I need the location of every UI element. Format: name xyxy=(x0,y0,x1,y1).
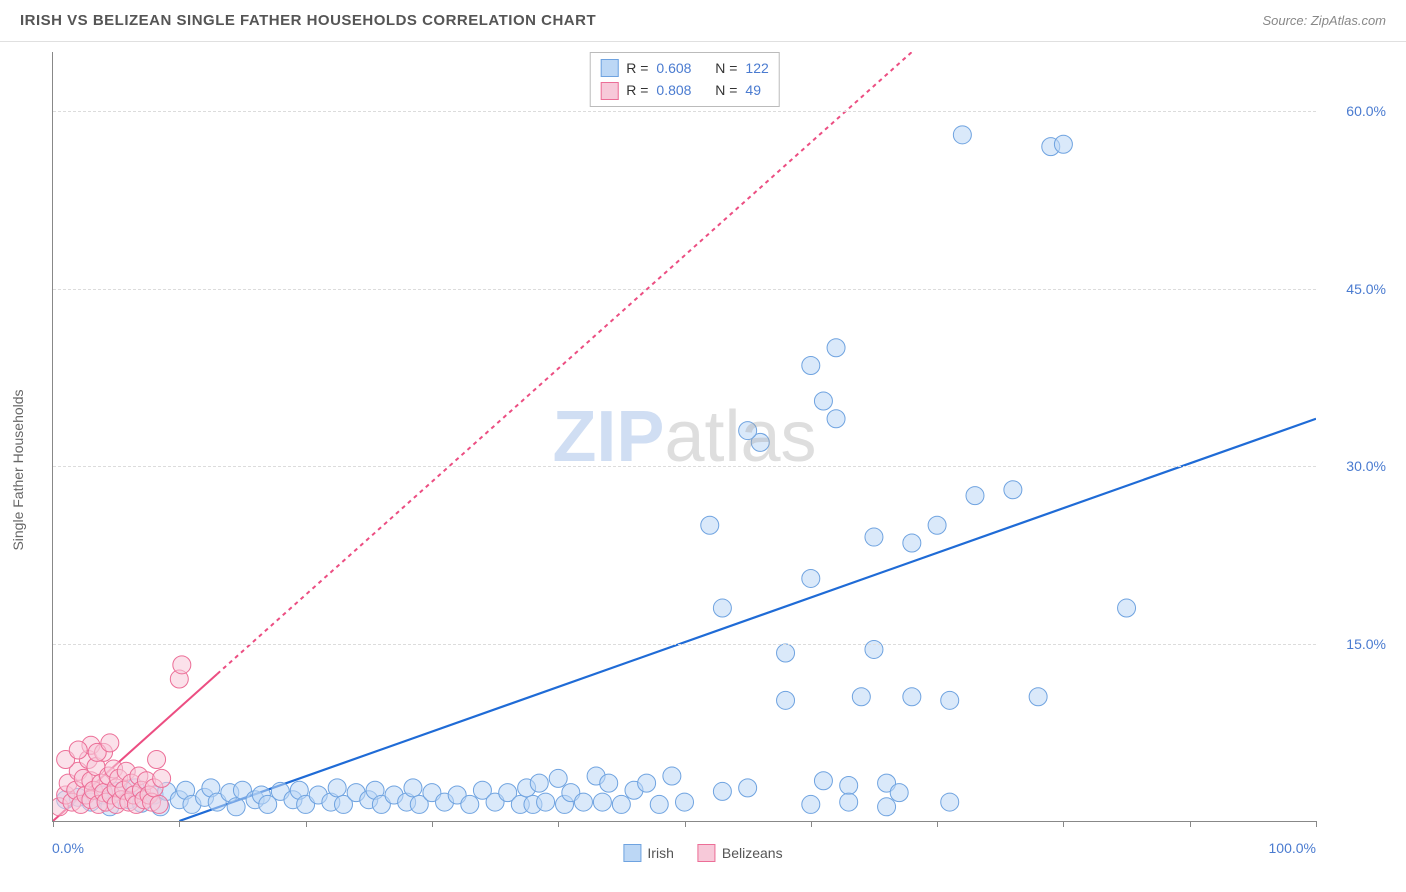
belizeans-legend-label: Belizeans xyxy=(722,845,783,861)
legend-item-irish: Irish xyxy=(623,844,673,862)
chart-area: Single Father Households ZIPatlas R = 0.… xyxy=(0,42,1406,882)
stats-legend: R = 0.608 N = 122 R = 0.808 N = 49 xyxy=(589,52,780,107)
x-tick xyxy=(811,821,812,827)
irish-legend-label: Irish xyxy=(647,845,673,861)
x-tick xyxy=(685,821,686,827)
x-tick xyxy=(1063,821,1064,827)
belizeans-r-value: 0.808 xyxy=(656,79,691,101)
y-tick-label: 60.0% xyxy=(1326,103,1386,119)
y-tick-label: 45.0% xyxy=(1326,281,1386,297)
chart-header: IRISH VS BELIZEAN SINGLE FATHER HOUSEHOL… xyxy=(0,0,1406,42)
n-label: N = xyxy=(715,79,737,101)
x-axis-max-label: 100.0% xyxy=(1269,840,1316,856)
x-tick xyxy=(432,821,433,827)
watermark-part2: atlas xyxy=(664,397,816,477)
belizeans-swatch xyxy=(600,82,618,100)
x-tick xyxy=(1316,821,1317,827)
plot-region: ZIPatlas R = 0.608 N = 122 R = 0.808 N =… xyxy=(52,52,1316,822)
watermark-part1: ZIP xyxy=(552,397,664,477)
series-legend: Irish Belizeans xyxy=(623,844,782,862)
gridline xyxy=(53,466,1316,467)
chart-source: Source: ZipAtlas.com xyxy=(1262,13,1386,28)
gridline xyxy=(53,111,1316,112)
plot-svg-layer xyxy=(53,52,1316,821)
stats-legend-row-belizeans: R = 0.808 N = 49 xyxy=(600,79,769,101)
irish-n-value: 122 xyxy=(745,57,768,79)
irish-r-value: 0.608 xyxy=(656,57,691,79)
gridline xyxy=(53,644,1316,645)
x-tick xyxy=(1190,821,1191,827)
x-tick xyxy=(937,821,938,827)
stats-legend-row-irish: R = 0.608 N = 122 xyxy=(600,57,769,79)
x-tick xyxy=(179,821,180,827)
chart-title: IRISH VS BELIZEAN SINGLE FATHER HOUSEHOL… xyxy=(20,12,596,29)
y-axis-label: Single Father Households xyxy=(10,389,26,550)
x-tick xyxy=(53,821,54,827)
legend-item-belizeans: Belizeans xyxy=(698,844,783,862)
x-tick xyxy=(306,821,307,827)
x-axis-min-label: 0.0% xyxy=(52,840,84,856)
belizeans-n-value: 49 xyxy=(745,79,761,101)
belizeans-swatch-icon xyxy=(698,844,716,862)
y-tick-label: 30.0% xyxy=(1326,458,1386,474)
n-label: N = xyxy=(715,57,737,79)
y-tick-label: 15.0% xyxy=(1326,636,1386,652)
gridline xyxy=(53,289,1316,290)
r-label: R = xyxy=(626,79,648,101)
r-label: R = xyxy=(626,57,648,79)
irish-swatch xyxy=(600,59,618,77)
irish-swatch-icon xyxy=(623,844,641,862)
x-tick xyxy=(558,821,559,827)
